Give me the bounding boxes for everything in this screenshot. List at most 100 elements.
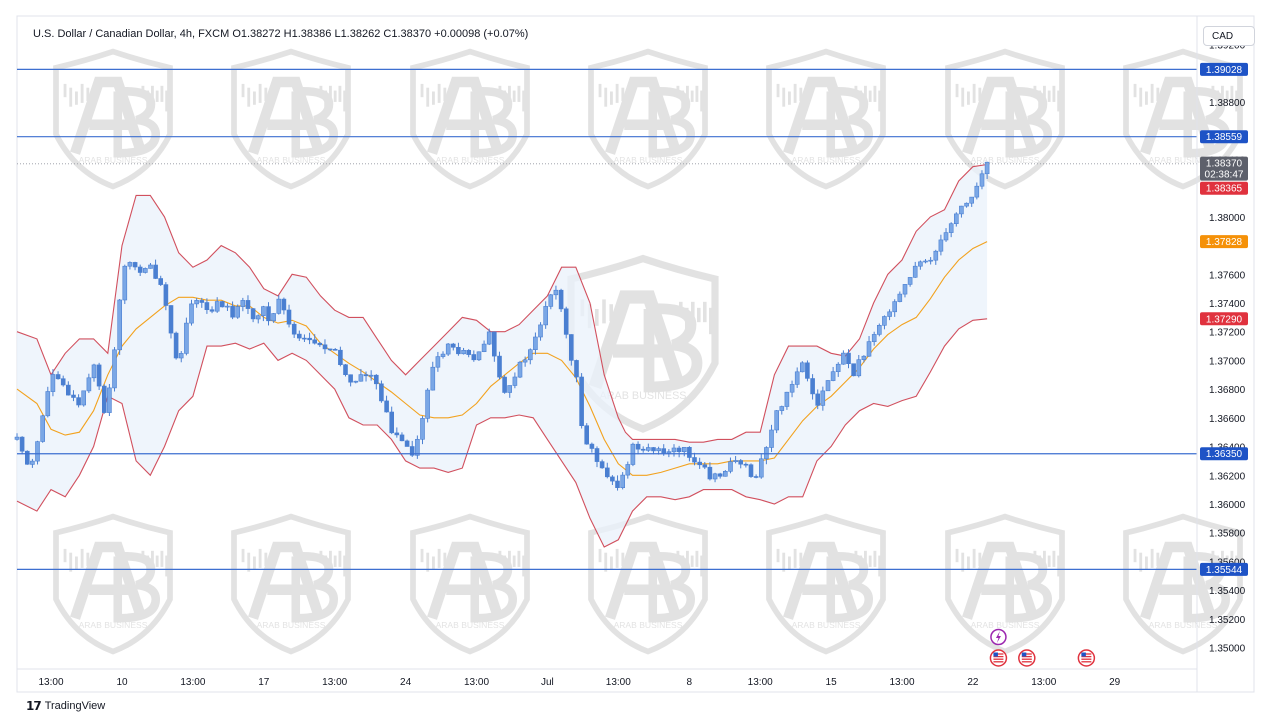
candle — [589, 442, 595, 453]
candle — [584, 423, 590, 445]
watermark-candle — [92, 556, 95, 576]
candle — [666, 449, 672, 458]
candle-body — [189, 303, 194, 324]
watermark-text: ARAB BUSINESS — [79, 155, 148, 165]
bollinger-upper-line — [16, 163, 988, 443]
candle — [887, 309, 892, 321]
watermark-candle — [805, 556, 808, 576]
watermark-candle — [859, 555, 863, 572]
watermark-candle — [859, 90, 863, 107]
watermark-candle — [517, 550, 521, 567]
us-flag-event-icon[interactable] — [1018, 649, 1036, 667]
candle — [14, 433, 20, 441]
watermark-candle — [685, 307, 689, 329]
basis-tag-bg — [1200, 235, 1248, 249]
candle-body — [230, 305, 235, 318]
watermark-candle — [978, 552, 982, 566]
watermark-logo: ARAB BUSINESS — [945, 513, 1065, 655]
y-axis-tick-label: 1.37600 — [1209, 270, 1246, 281]
watermark-candle — [691, 301, 695, 329]
candle-body — [204, 302, 210, 310]
candle-body — [379, 383, 384, 402]
watermark-candle — [160, 550, 164, 567]
candle-body — [286, 309, 292, 325]
candle — [538, 322, 543, 341]
candle-body — [928, 259, 933, 262]
candle-body — [199, 300, 205, 303]
candle-body — [738, 460, 744, 465]
last-price-tag-bg — [1200, 156, 1248, 181]
watermark-candle — [1211, 550, 1215, 563]
candle — [810, 374, 815, 400]
candle-body — [255, 315, 261, 320]
candle — [137, 264, 143, 276]
watermark-letter-a — [248, 541, 325, 620]
watermark-candle — [420, 548, 424, 563]
candle-body — [841, 352, 846, 365]
candle-body — [851, 363, 856, 377]
candle-body — [938, 239, 944, 252]
candle-body — [610, 476, 615, 482]
candle-body — [96, 364, 102, 387]
candle-body — [933, 250, 939, 261]
candle-body — [322, 344, 328, 350]
tradingview-logo[interactable]: 𝟭𝟳 TradingView — [26, 699, 105, 713]
watermark-candle — [805, 91, 808, 111]
watermark-candle — [522, 90, 526, 112]
candle — [512, 372, 518, 389]
candle-body — [14, 436, 20, 440]
candle-body — [733, 460, 738, 463]
x-axis-tick-label: 29 — [1109, 677, 1121, 688]
candle-body — [338, 349, 343, 366]
candle — [173, 331, 179, 360]
upper-band-tag-label: 1.38365 — [1206, 184, 1243, 195]
candle-body — [399, 434, 405, 442]
candle — [491, 331, 497, 362]
candle — [245, 295, 251, 314]
flag-icon-canton — [1021, 652, 1027, 657]
watermark-candle — [873, 85, 877, 102]
level-price-tag-label: 1.38559 — [1206, 132, 1243, 143]
candle — [548, 293, 554, 310]
us-flag-event-icon[interactable] — [1077, 649, 1096, 667]
candle-body — [553, 289, 559, 296]
candle — [384, 395, 389, 413]
watermark-candle — [690, 90, 694, 102]
candle-body — [415, 438, 420, 456]
lightning-event-icon[interactable] — [990, 628, 1007, 646]
level-price-tag-bg — [1200, 447, 1248, 461]
candle-body — [40, 415, 46, 442]
candle — [543, 301, 549, 329]
watermark-candle — [449, 556, 452, 576]
watermark-candle — [329, 85, 332, 107]
x-axis-tick-label: 17 — [258, 677, 270, 688]
watermark-candle — [1052, 550, 1056, 567]
candle-body — [55, 374, 61, 380]
y-axis-tick-label: 1.38800 — [1209, 98, 1246, 109]
flag-icon-canton — [1081, 652, 1086, 657]
watermark-candle — [253, 91, 256, 105]
candle — [353, 380, 359, 384]
watermark-letter-b — [470, 552, 518, 623]
candle-body — [692, 457, 697, 463]
candle-body — [122, 265, 128, 301]
watermark-candle — [146, 90, 150, 107]
watermark-candle — [681, 555, 685, 572]
watermark-candle — [333, 555, 337, 567]
candle — [302, 334, 307, 343]
candle-body — [882, 316, 887, 326]
candle — [389, 406, 395, 435]
candle — [630, 442, 636, 467]
candle — [143, 267, 148, 274]
candle — [230, 301, 235, 320]
watermark-candle — [1150, 83, 1154, 103]
candle — [712, 472, 718, 483]
currency-selector[interactable]: CAD — [1203, 26, 1255, 46]
watermark-candle — [1139, 552, 1143, 572]
watermark-candle — [333, 90, 337, 102]
candle-body — [794, 371, 800, 385]
candle — [774, 410, 780, 434]
us-flag-event-icon[interactable] — [989, 649, 1008, 667]
candle — [984, 161, 990, 179]
